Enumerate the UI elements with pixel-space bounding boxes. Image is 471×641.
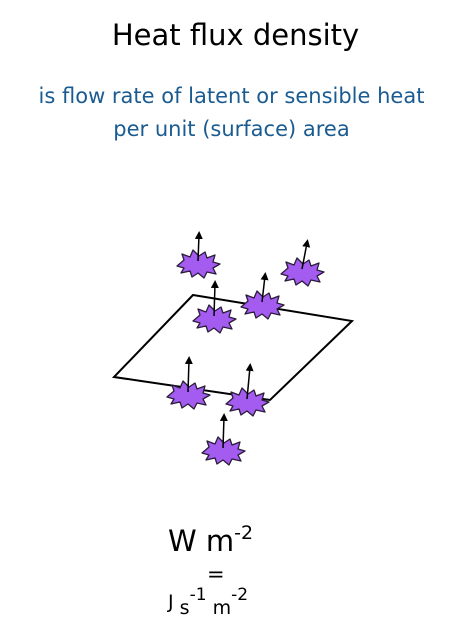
heat-particle	[201, 413, 246, 466]
heat-particle	[192, 280, 237, 334]
definition-line-2: per unit (surface) area	[113, 117, 350, 141]
definition-text: is flow rate of latent or sensible heat …	[0, 80, 463, 146]
unit-alt-s: s	[179, 597, 190, 619]
unit-main-base: W m	[168, 524, 235, 558]
equivalence-sign: =	[207, 562, 225, 586]
unit-alt-m: m	[212, 597, 232, 619]
unit-joules-per-second-per-square-metre: J s-1 m-2	[168, 585, 248, 619]
unit-alt-j: J	[168, 591, 174, 613]
unit-watts-per-square-metre: W m-2	[168, 522, 253, 558]
unit-main-exponent: -2	[234, 522, 254, 544]
definition-line-1: is flow rate of latent or sensible heat	[38, 84, 425, 108]
heat-particle	[280, 239, 325, 287]
page-title: Heat flux density	[111, 18, 360, 52]
heat-particle	[166, 356, 211, 410]
surface-plane	[111, 293, 355, 402]
unit-alt-m-exponent: -2	[231, 585, 249, 605]
unit-alt-s-exponent: -1	[189, 585, 207, 605]
heat-particle	[176, 231, 221, 279]
heat-particle	[240, 272, 285, 320]
heat-particle	[225, 363, 270, 417]
